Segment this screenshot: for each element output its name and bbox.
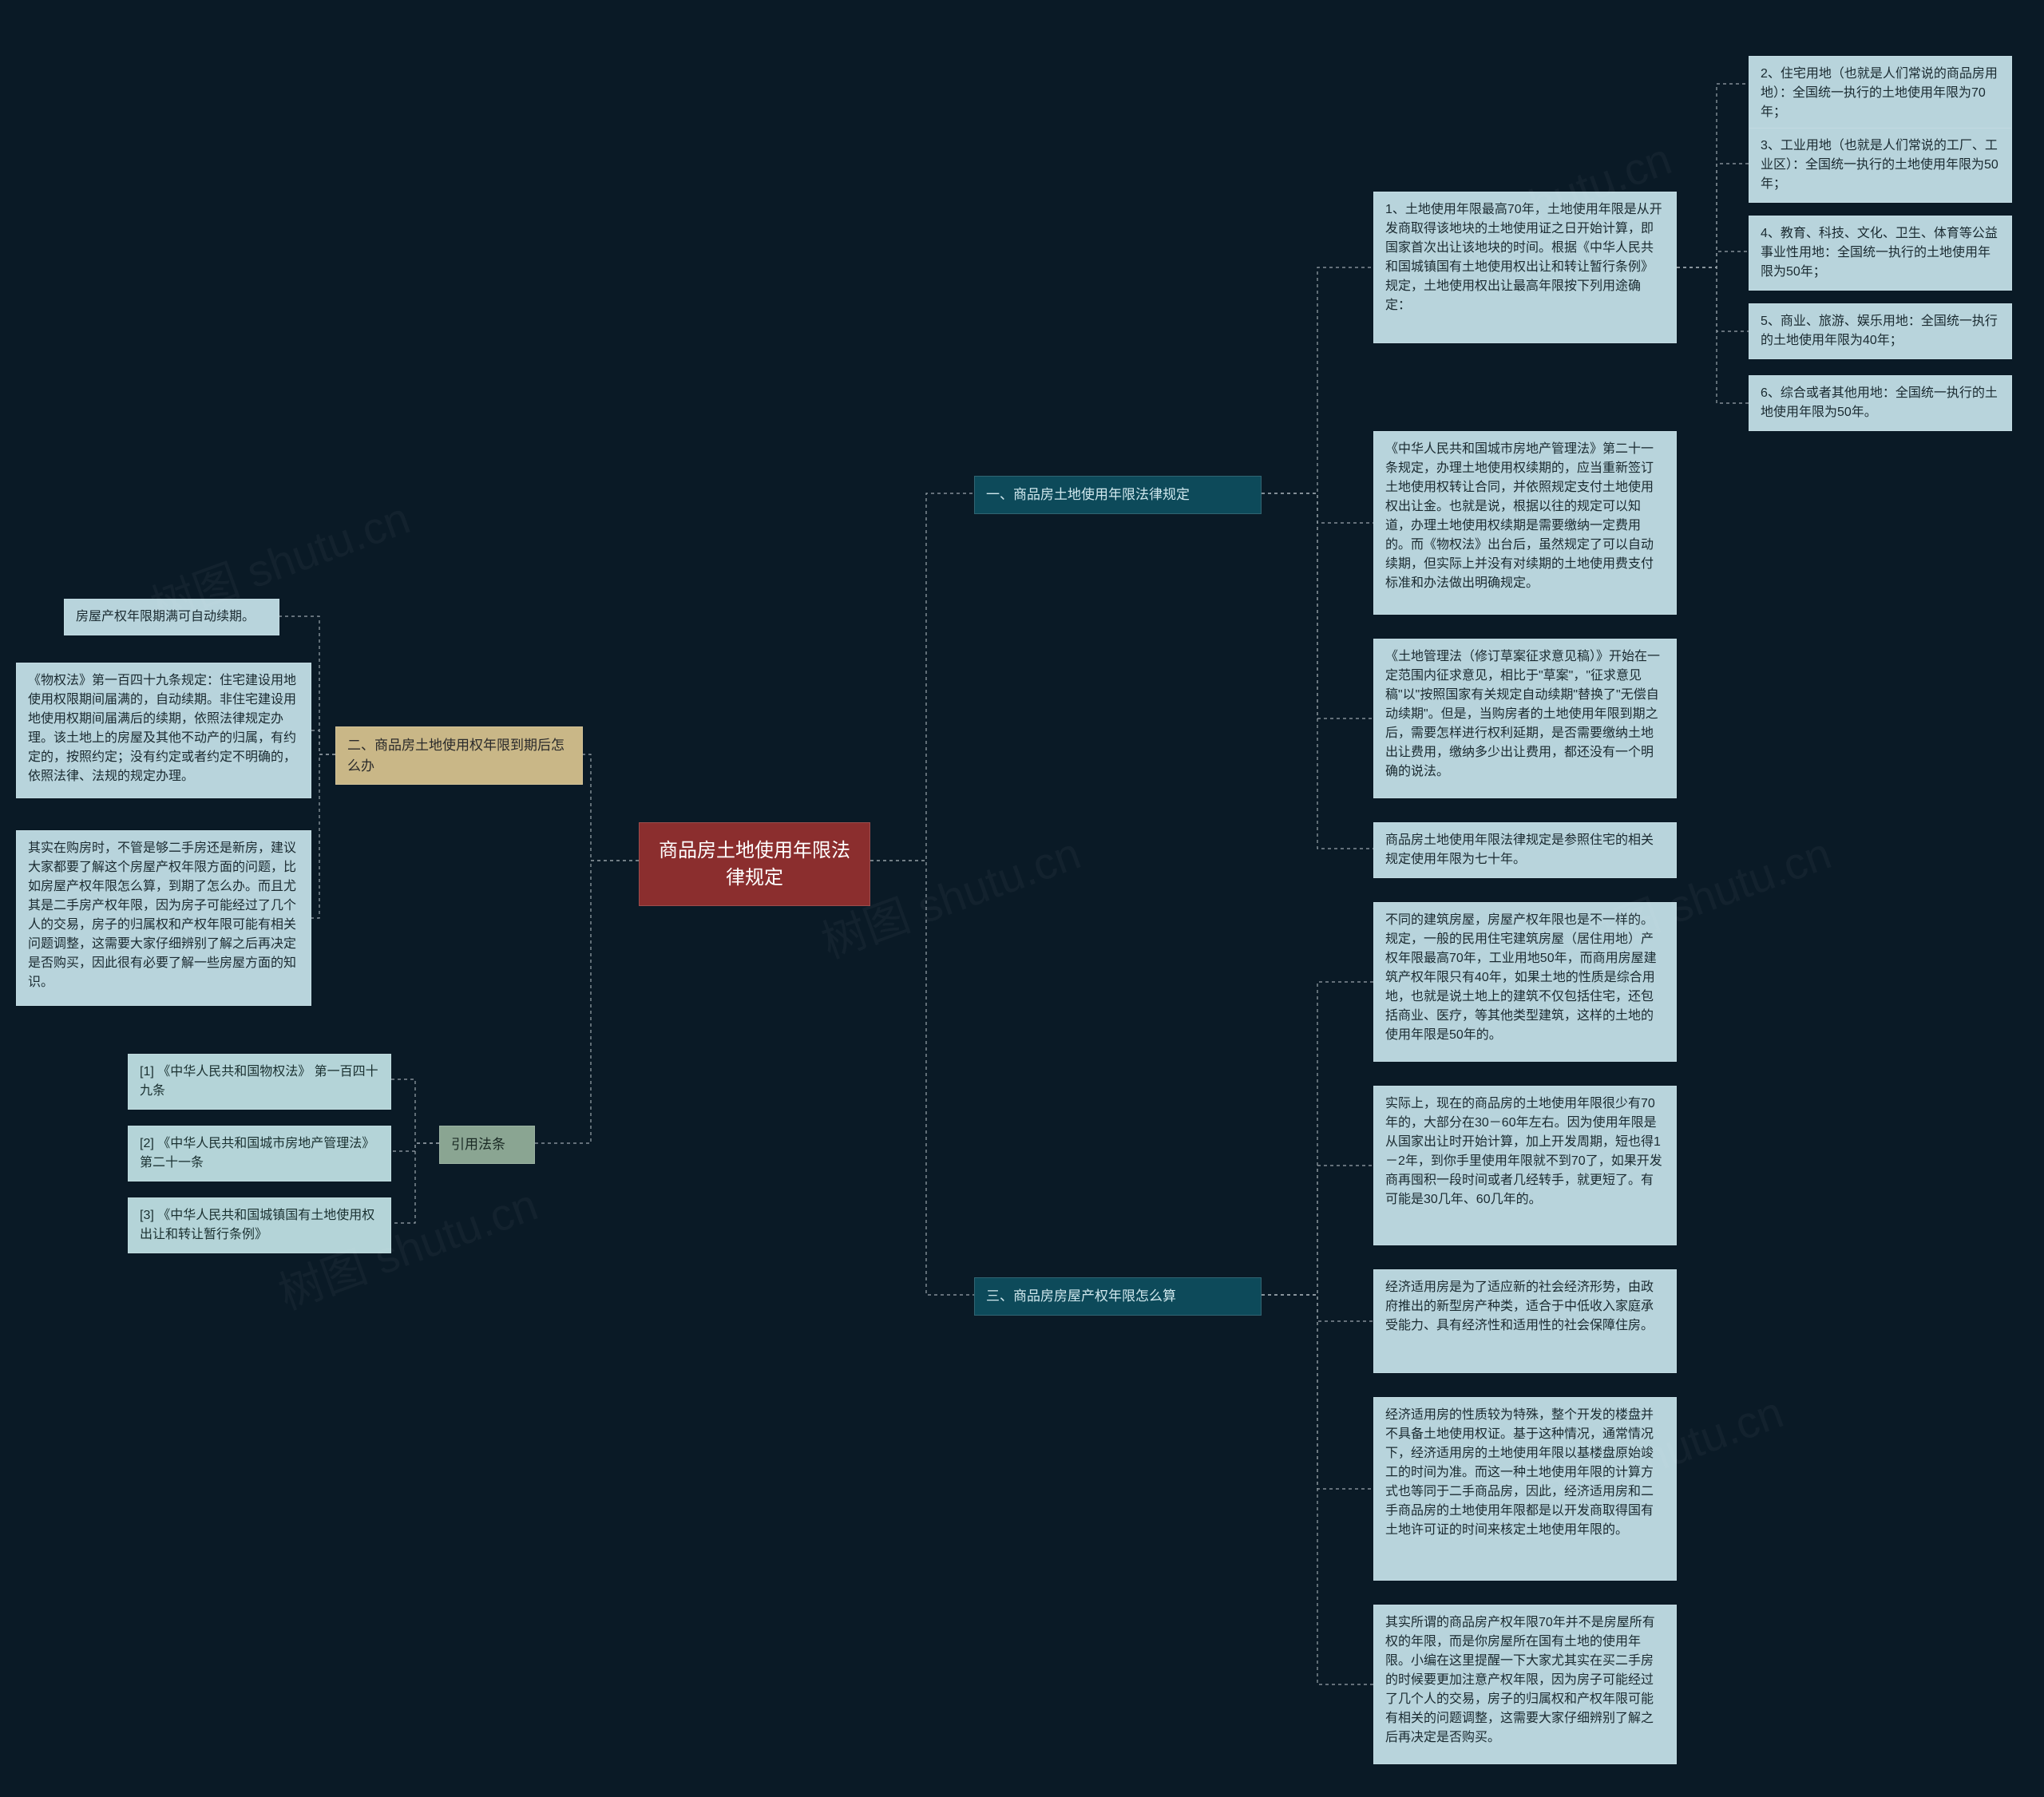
connector: [1262, 493, 1373, 849]
branch-4-child: [3] 《中华人民共和国城镇国有土地使用权出让和转让暂行条例》: [128, 1197, 391, 1253]
connector: [1677, 267, 1749, 403]
connector: [1262, 1295, 1373, 1321]
connector: [1677, 84, 1749, 267]
branch-1-title: 一、商品房土地使用年限法律规定: [974, 476, 1262, 514]
connector: [391, 1143, 439, 1151]
connector: [1262, 493, 1373, 718]
branch-3-child: 实际上，现在的商品房的土地使用年限很少有70年的，大部分在30－60年左右。因为…: [1373, 1086, 1677, 1245]
connector: [311, 730, 335, 754]
branch-1-sub: 6、综合或者其他用地：全国统一执行的土地使用年限为50年。: [1749, 375, 2012, 431]
branch-2-child: 《物权法》第一百四十九条规定：住宅建设用地使用权限期间届满的，自动续期。非住宅建…: [16, 663, 311, 798]
branch-4-child: [2] 《中华人民共和国城市房地产管理法》 第二十一条: [128, 1126, 391, 1182]
connector: [535, 861, 639, 1143]
branch-2-child: 其实在购房时，不管是够二手房还是新房，建议大家都要了解这个房屋产权年限方面的问题…: [16, 830, 311, 1006]
branch-3-child: 其实所谓的商品房产权年限70年并不是房屋所有权的年限，而是你房屋所在国有土地的使…: [1373, 1605, 1677, 1764]
connector: [1262, 1166, 1373, 1295]
branch-4-child: [1] 《中华人民共和国物权法》 第一百四十九条: [128, 1054, 391, 1110]
branch-1-child: 1、土地使用年限最高70年，土地使用年限是从开发商取得该地块的土地使用证之日开始…: [1373, 192, 1677, 343]
connector: [583, 754, 639, 861]
connector: [1262, 1295, 1373, 1684]
connector: [1262, 493, 1373, 523]
branch-2-title: 二、商品房土地使用权年限到期后怎么办: [335, 726, 583, 785]
connector: [311, 754, 335, 918]
connector: [391, 1079, 439, 1143]
branch-2-child: 房屋产权年限期满可自动续期。: [64, 599, 279, 635]
branch-3-child: 经济适用房的性质较为特殊，整个开发的楼盘并不具备土地使用权证。基于这种情况，通常…: [1373, 1397, 1677, 1581]
branch-3-title: 三、商品房房屋产权年限怎么算: [974, 1277, 1262, 1316]
branch-1-sub: 2、住宅用地（也就是人们常说的商品房用地）：全国统一执行的土地使用年限为70年；: [1749, 56, 2012, 131]
connector: [1677, 267, 1749, 331]
branch-3-child: 不同的建筑房屋，房屋产权年限也是不一样的。规定，一般的民用住宅建筑房屋（居住用地…: [1373, 902, 1677, 1062]
branch-1-sub: 4、教育、科技、文化、卫生、体育等公益事业性用地：全国统一执行的土地使用年限为5…: [1749, 216, 2012, 291]
connector: [870, 861, 974, 1295]
branch-1-sub: 5、商业、旅游、娱乐用地：全国统一执行的土地使用年限为40年；: [1749, 303, 2012, 359]
branch-3-child: 经济适用房是为了适应新的社会经济形势，由政府推出的新型房产种类，适合于中低收入家…: [1373, 1269, 1677, 1373]
branch-1-sub: 3、工业用地（也就是人们常说的工厂、工业区）：全国统一执行的土地使用年限为50年…: [1749, 128, 2012, 203]
branch-1-child: 《土地管理法（修订草案征求意见稿）》开始在一定范围内征求意见，相比于"草案"，"…: [1373, 639, 1677, 798]
connector: [1262, 982, 1373, 1295]
connector: [1677, 164, 1749, 267]
connector: [1262, 1295, 1373, 1489]
connector: [391, 1143, 439, 1223]
branch-1-child: 商品房土地使用年限法律规定是参照住宅的相关规定使用年限为七十年。: [1373, 822, 1677, 878]
branch-1-child: 《中华人民共和国城市房地产管理法》第二十一条规定，办理土地使用权续期的，应当重新…: [1373, 431, 1677, 615]
connector: [870, 493, 974, 861]
connector: [1677, 251, 1749, 267]
root-node: 商品房土地使用年限法律规定: [639, 822, 870, 906]
connector: [1262, 267, 1373, 493]
branch-4-title: 引用法条: [439, 1126, 535, 1164]
